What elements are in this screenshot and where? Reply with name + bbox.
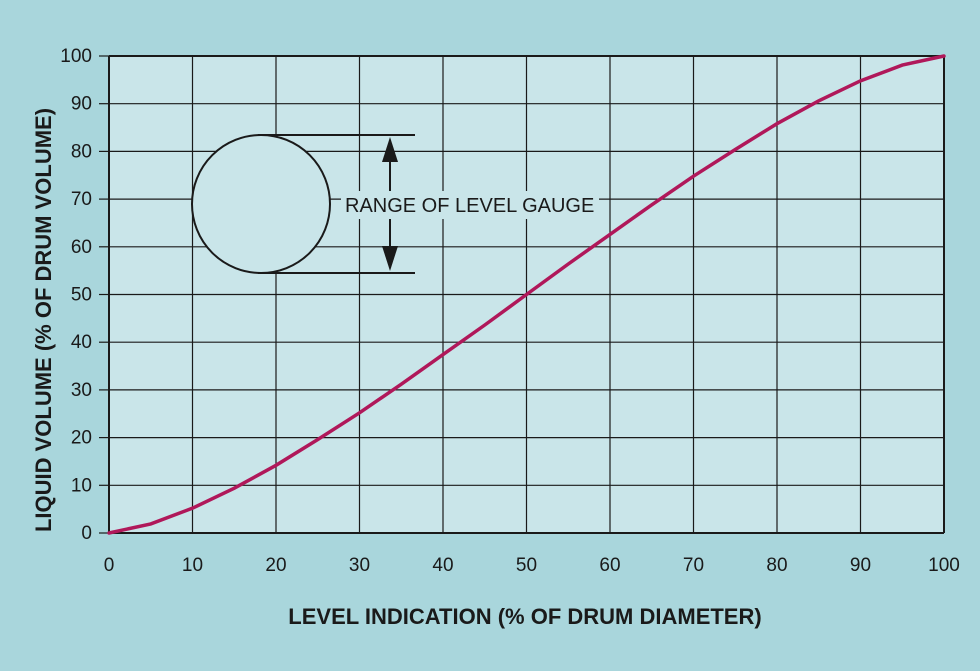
y-tick-label: 100 [60,46,92,67]
y-tick-label: 70 [71,189,92,210]
x-axis-title: LEVEL INDICATION (% OF DRUM DIAMETER) [288,604,761,629]
x-tick-label: 90 [850,555,871,576]
y-tick-label: 10 [71,475,92,496]
x-tick-label: 100 [928,555,960,576]
y-tick-label: 50 [71,285,92,306]
x-tick-label: 60 [599,555,620,576]
arrow-up-icon [382,137,398,162]
x-tick-label: 50 [516,555,537,576]
y-tick-label: 40 [71,332,92,353]
y-tick-label: 20 [71,428,92,449]
x-tick-label: 70 [683,555,704,576]
drum-annotation: RANGE OF LEVEL GAUGE [191,134,599,274]
x-tick-label: 0 [104,555,115,576]
volume-curve [107,54,946,535]
x-tick-label: 20 [265,555,286,576]
y-tick-label: 30 [71,380,92,401]
y-tick-label: 80 [71,141,92,162]
y-tick-label: 90 [71,94,92,115]
x-tick-label: 80 [766,555,787,576]
tick-labels: 0 10 20 30 40 50 60 70 80 90 100 0 10 20 30 40 50 60 70 80 9… [60,46,960,576]
drum-circle [191,134,331,274]
annotation-text-bg [341,191,599,219]
x-tick-label: 40 [432,555,453,576]
x-tick-label: 10 [182,555,203,576]
y-axis-title: LIQUID VOLUME (% OF DRUM VOLUME) [31,108,56,532]
arrow-down-icon [382,246,398,271]
y-tick-label: 0 [81,523,92,544]
x-tick-label: 30 [349,555,370,576]
y-tick-label: 60 [71,237,92,258]
annotation-label: RANGE OF LEVEL GAUGE [345,195,594,217]
